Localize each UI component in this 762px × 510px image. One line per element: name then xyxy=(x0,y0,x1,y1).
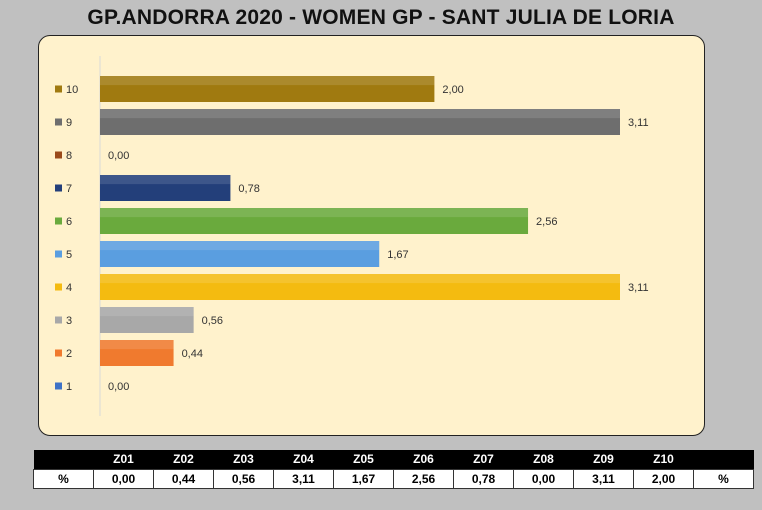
value-label-4: 3,11 xyxy=(628,282,649,294)
cell-z06: 2,56 xyxy=(393,468,454,489)
value-label-7: 0,78 xyxy=(238,183,259,195)
value-label-1: 0,00 xyxy=(108,381,129,393)
value-label-8: 0,00 xyxy=(108,150,129,162)
category-key-3 xyxy=(55,316,62,324)
bar-shine-3 xyxy=(100,307,194,317)
category-key-7 xyxy=(55,184,62,192)
cell-z08: 0,00 xyxy=(513,468,574,489)
category-label-10: 10 xyxy=(66,84,78,96)
category-label-6: 6 xyxy=(66,216,72,228)
category-label-5: 5 xyxy=(66,249,72,261)
bar-5 xyxy=(100,241,380,267)
cell-z07: 0,78 xyxy=(453,468,514,489)
category-label-7: 7 xyxy=(66,183,72,195)
header-z10: Z10 xyxy=(633,450,694,469)
cell-z09: 3,11 xyxy=(573,468,634,489)
category-label-1: 1 xyxy=(66,381,72,393)
cell-z10: 2,00 xyxy=(633,468,694,489)
header-z03: Z03 xyxy=(213,450,274,469)
category-key-2 xyxy=(55,349,62,357)
header-blank-right xyxy=(693,450,754,469)
header-z09: Z09 xyxy=(573,450,634,469)
bar-3 xyxy=(100,307,194,333)
bar-chart: 10 2,00 9 3,11 8 0,00 7 0,78 6 2,56 5 1,67 4 3,11 3 0,5… xyxy=(55,56,649,416)
bar-shine-4 xyxy=(100,274,620,284)
bar-6 xyxy=(100,208,529,234)
row-label-left: % xyxy=(33,468,94,489)
category-label-3: 3 xyxy=(66,315,72,327)
category-key-8 xyxy=(55,151,62,159)
bar-shine-5 xyxy=(100,241,380,251)
header-z08: Z08 xyxy=(513,450,574,469)
cell-z04: 3,11 xyxy=(273,468,334,489)
value-label-2: 0,44 xyxy=(182,348,203,360)
cell-z05: 1,67 xyxy=(333,468,394,489)
bar-10 xyxy=(100,76,435,102)
value-label-5: 1,67 xyxy=(387,249,408,261)
table-header-row: Z01 Z02 Z03 Z04 Z05 Z06 Z07 Z08 Z09 Z10 xyxy=(33,450,754,469)
category-label-8: 8 xyxy=(66,150,72,162)
bar-2 xyxy=(100,340,174,366)
bar-4 xyxy=(100,274,620,300)
cell-z01: 0,00 xyxy=(93,468,154,489)
bar-9 xyxy=(100,109,620,135)
value-label-9: 3,11 xyxy=(628,117,649,129)
header-blank-left xyxy=(33,450,94,469)
bar-7 xyxy=(100,175,231,201)
cell-z02: 0,44 xyxy=(153,468,214,489)
bar-shine-2 xyxy=(100,340,174,350)
category-key-10 xyxy=(55,85,62,93)
header-z06: Z06 xyxy=(393,450,454,469)
category-key-1 xyxy=(55,382,62,390)
category-key-9 xyxy=(55,118,62,126)
category-key-5 xyxy=(55,250,62,258)
value-label-3: 0,56 xyxy=(202,315,223,327)
chart-area: 10 2,00 9 3,11 8 0,00 7 0,78 6 2,56 5 1,67 4 3,11 3 0,5… xyxy=(38,35,705,436)
category-key-6 xyxy=(55,217,62,225)
category-label-9: 9 xyxy=(66,117,72,129)
chart-title: GP.ANDORRA 2020 - WOMEN GP - SANT JULIA … xyxy=(87,6,675,29)
category-key-4 xyxy=(55,283,62,291)
zone-table: Z01 Z02 Z03 Z04 Z05 Z06 Z07 Z08 Z09 Z10 … xyxy=(33,450,754,489)
bar-shine-6 xyxy=(100,208,529,218)
value-label-6: 2,56 xyxy=(536,216,557,228)
value-label-10: 2,00 xyxy=(442,84,463,96)
bar-shine-7 xyxy=(100,175,231,185)
header-z02: Z02 xyxy=(153,450,214,469)
category-label-4: 4 xyxy=(66,282,72,294)
header-z04: Z04 xyxy=(273,450,334,469)
header-z01: Z01 xyxy=(93,450,154,469)
row-label-right: % xyxy=(693,468,754,489)
category-label-2: 2 xyxy=(66,348,72,360)
bar-shine-9 xyxy=(100,109,620,119)
bar-shine-10 xyxy=(100,76,435,86)
header-z05: Z05 xyxy=(333,450,394,469)
table-row: % 0,00 0,44 0,56 3,11 1,67 2,56 0,78 0,0… xyxy=(33,468,754,489)
header-z07: Z07 xyxy=(453,450,514,469)
cell-z03: 0,56 xyxy=(213,468,274,489)
